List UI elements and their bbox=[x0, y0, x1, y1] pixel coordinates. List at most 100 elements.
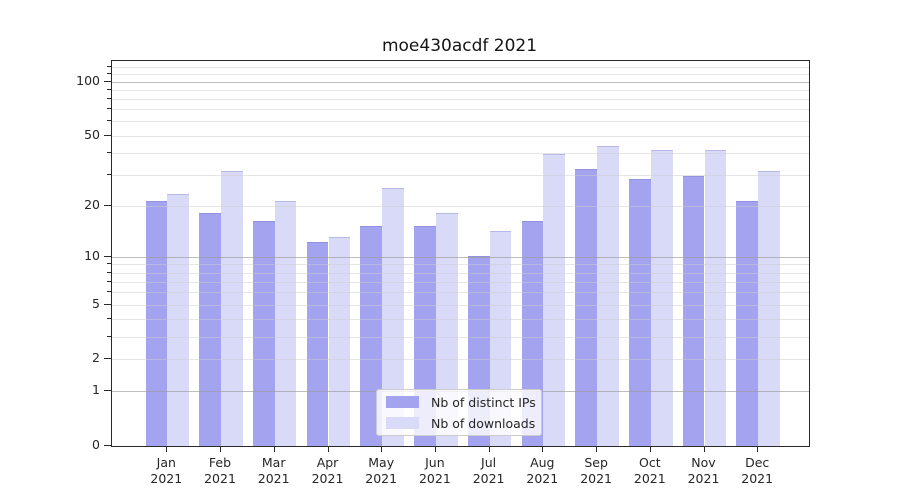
x-tick-label: Aug 2021 bbox=[526, 455, 559, 486]
y-minor-tick-mark bbox=[107, 358, 111, 360]
x-tick-label: Dec 2021 bbox=[741, 455, 774, 486]
bar-downloads-oct bbox=[650, 149, 673, 446]
gridline-minor bbox=[112, 318, 809, 320]
y-minor-tick-mark bbox=[107, 120, 111, 122]
y-minor-tick-mark bbox=[107, 263, 111, 265]
x-tick-label: Oct 2021 bbox=[633, 455, 666, 486]
y-minor-tick-mark bbox=[107, 73, 111, 75]
y-tick-mark bbox=[104, 445, 111, 446]
y-tick-label: 50 bbox=[84, 126, 100, 142]
y-minor-tick-mark bbox=[107, 291, 111, 293]
y-minor-tick-mark bbox=[107, 173, 111, 175]
x-tick-mark bbox=[434, 447, 436, 452]
legend-item-distinct-ips: Nb of distinct IPs bbox=[386, 394, 541, 411]
gridline-minor bbox=[112, 89, 809, 91]
x-tick-label: Sep 2021 bbox=[580, 455, 612, 486]
bar-downloads-sep bbox=[597, 146, 619, 446]
plot-area bbox=[111, 60, 810, 447]
legend-swatch-distinct-ips bbox=[386, 396, 419, 408]
y-tick-mark bbox=[104, 255, 111, 257]
gridline-minor bbox=[112, 272, 809, 274]
x-tick-label: Nov 2021 bbox=[687, 455, 720, 486]
bar-distinct-ips-apr bbox=[306, 242, 329, 446]
bar-downloads-nov bbox=[704, 149, 727, 446]
y-tick-label: 20 bbox=[84, 196, 100, 212]
legend-item-downloads: Nb of downloads bbox=[386, 415, 541, 432]
gridline-major bbox=[112, 81, 809, 83]
legend-label-downloads: Nb of downloads bbox=[431, 415, 536, 431]
gridline-minor bbox=[112, 174, 809, 176]
legend-label-distinct-ips: Nb of distinct IPs bbox=[431, 394, 536, 410]
y-minor-tick-mark bbox=[107, 303, 111, 305]
x-tick-mark bbox=[166, 447, 168, 452]
bar-distinct-ips-feb bbox=[199, 212, 221, 446]
legend-swatch-downloads bbox=[386, 417, 419, 429]
bar-downloads-jan bbox=[167, 194, 190, 446]
legend: Nb of distinct IPs Nb of downloads bbox=[376, 389, 542, 436]
gridline-minor bbox=[112, 152, 809, 154]
gridline-major bbox=[112, 256, 809, 258]
y-minor-tick-mark bbox=[107, 66, 111, 68]
bar-downloads-aug bbox=[543, 153, 566, 446]
bar-downloads-apr bbox=[328, 236, 351, 446]
y-minor-tick-mark bbox=[107, 151, 111, 153]
x-tick-mark bbox=[596, 447, 598, 452]
x-tick-mark bbox=[542, 447, 544, 452]
bar-downloads-mar bbox=[274, 200, 297, 446]
bar-distinct-ips-sep bbox=[575, 168, 598, 446]
y-tick-label: 10 bbox=[84, 247, 100, 263]
bar-distinct-ips-oct bbox=[629, 179, 651, 446]
gridline-minor bbox=[112, 135, 809, 137]
bar-downloads-jun bbox=[435, 212, 458, 446]
x-tick-mark bbox=[273, 447, 275, 452]
gridline-minor bbox=[112, 67, 809, 69]
y-tick-mark bbox=[104, 80, 111, 82]
x-tick-mark bbox=[488, 447, 490, 452]
x-tick-mark bbox=[220, 447, 221, 452]
y-minor-tick-mark bbox=[107, 88, 111, 90]
bar-downloads-dec bbox=[758, 171, 780, 446]
chart-title: moe430acdf 2021 bbox=[381, 36, 538, 56]
gridline-minor bbox=[112, 281, 809, 283]
y-minor-tick-mark bbox=[107, 317, 111, 319]
x-tick-label: Jun 2021 bbox=[418, 455, 451, 486]
y-tick-mark bbox=[104, 390, 111, 392]
y-minor-tick-mark bbox=[107, 134, 111, 136]
bar-downloads-feb bbox=[221, 171, 243, 446]
x-tick-label: Jan 2021 bbox=[150, 455, 183, 486]
x-tick-label: Jul 2021 bbox=[472, 455, 505, 486]
gridline-minor bbox=[112, 74, 809, 76]
gridline-minor bbox=[112, 121, 809, 123]
gridline-minor bbox=[112, 359, 809, 361]
bar-distinct-ips-dec bbox=[736, 200, 759, 446]
y-tick-label: 1 bbox=[92, 382, 100, 398]
gridline-minor bbox=[112, 99, 809, 100]
y-minor-tick-mark bbox=[107, 108, 111, 110]
y-minor-tick-mark bbox=[107, 204, 111, 206]
y-tick-label: 2 bbox=[92, 350, 100, 366]
bar-distinct-ips-jan bbox=[145, 200, 168, 446]
y-tick-label: 100 bbox=[76, 72, 100, 88]
y-minor-tick-mark bbox=[107, 271, 111, 273]
bar-downloads-may bbox=[382, 187, 404, 446]
y-tick-label: 0 bbox=[92, 437, 100, 452]
x-tick-mark bbox=[381, 447, 383, 452]
y-minor-tick-mark bbox=[107, 280, 111, 282]
gridline-minor bbox=[112, 292, 809, 294]
x-tick-mark bbox=[649, 447, 651, 452]
bar-distinct-ips-nov bbox=[682, 176, 705, 446]
gridline-minor bbox=[112, 336, 809, 338]
y-minor-tick-mark bbox=[107, 335, 111, 337]
gridline-minor bbox=[112, 109, 809, 111]
x-tick-mark bbox=[703, 447, 705, 452]
x-tick-label: Mar 2021 bbox=[257, 455, 290, 486]
gridline-minor bbox=[112, 264, 809, 266]
x-tick-label: May 2021 bbox=[365, 455, 398, 486]
gridline-minor bbox=[112, 304, 809, 306]
x-tick-label: Apr 2021 bbox=[311, 455, 344, 486]
x-tick-mark bbox=[327, 447, 329, 452]
gridline-minor bbox=[112, 205, 809, 207]
x-tick-mark bbox=[757, 447, 759, 452]
y-tick-label: 5 bbox=[92, 295, 100, 311]
